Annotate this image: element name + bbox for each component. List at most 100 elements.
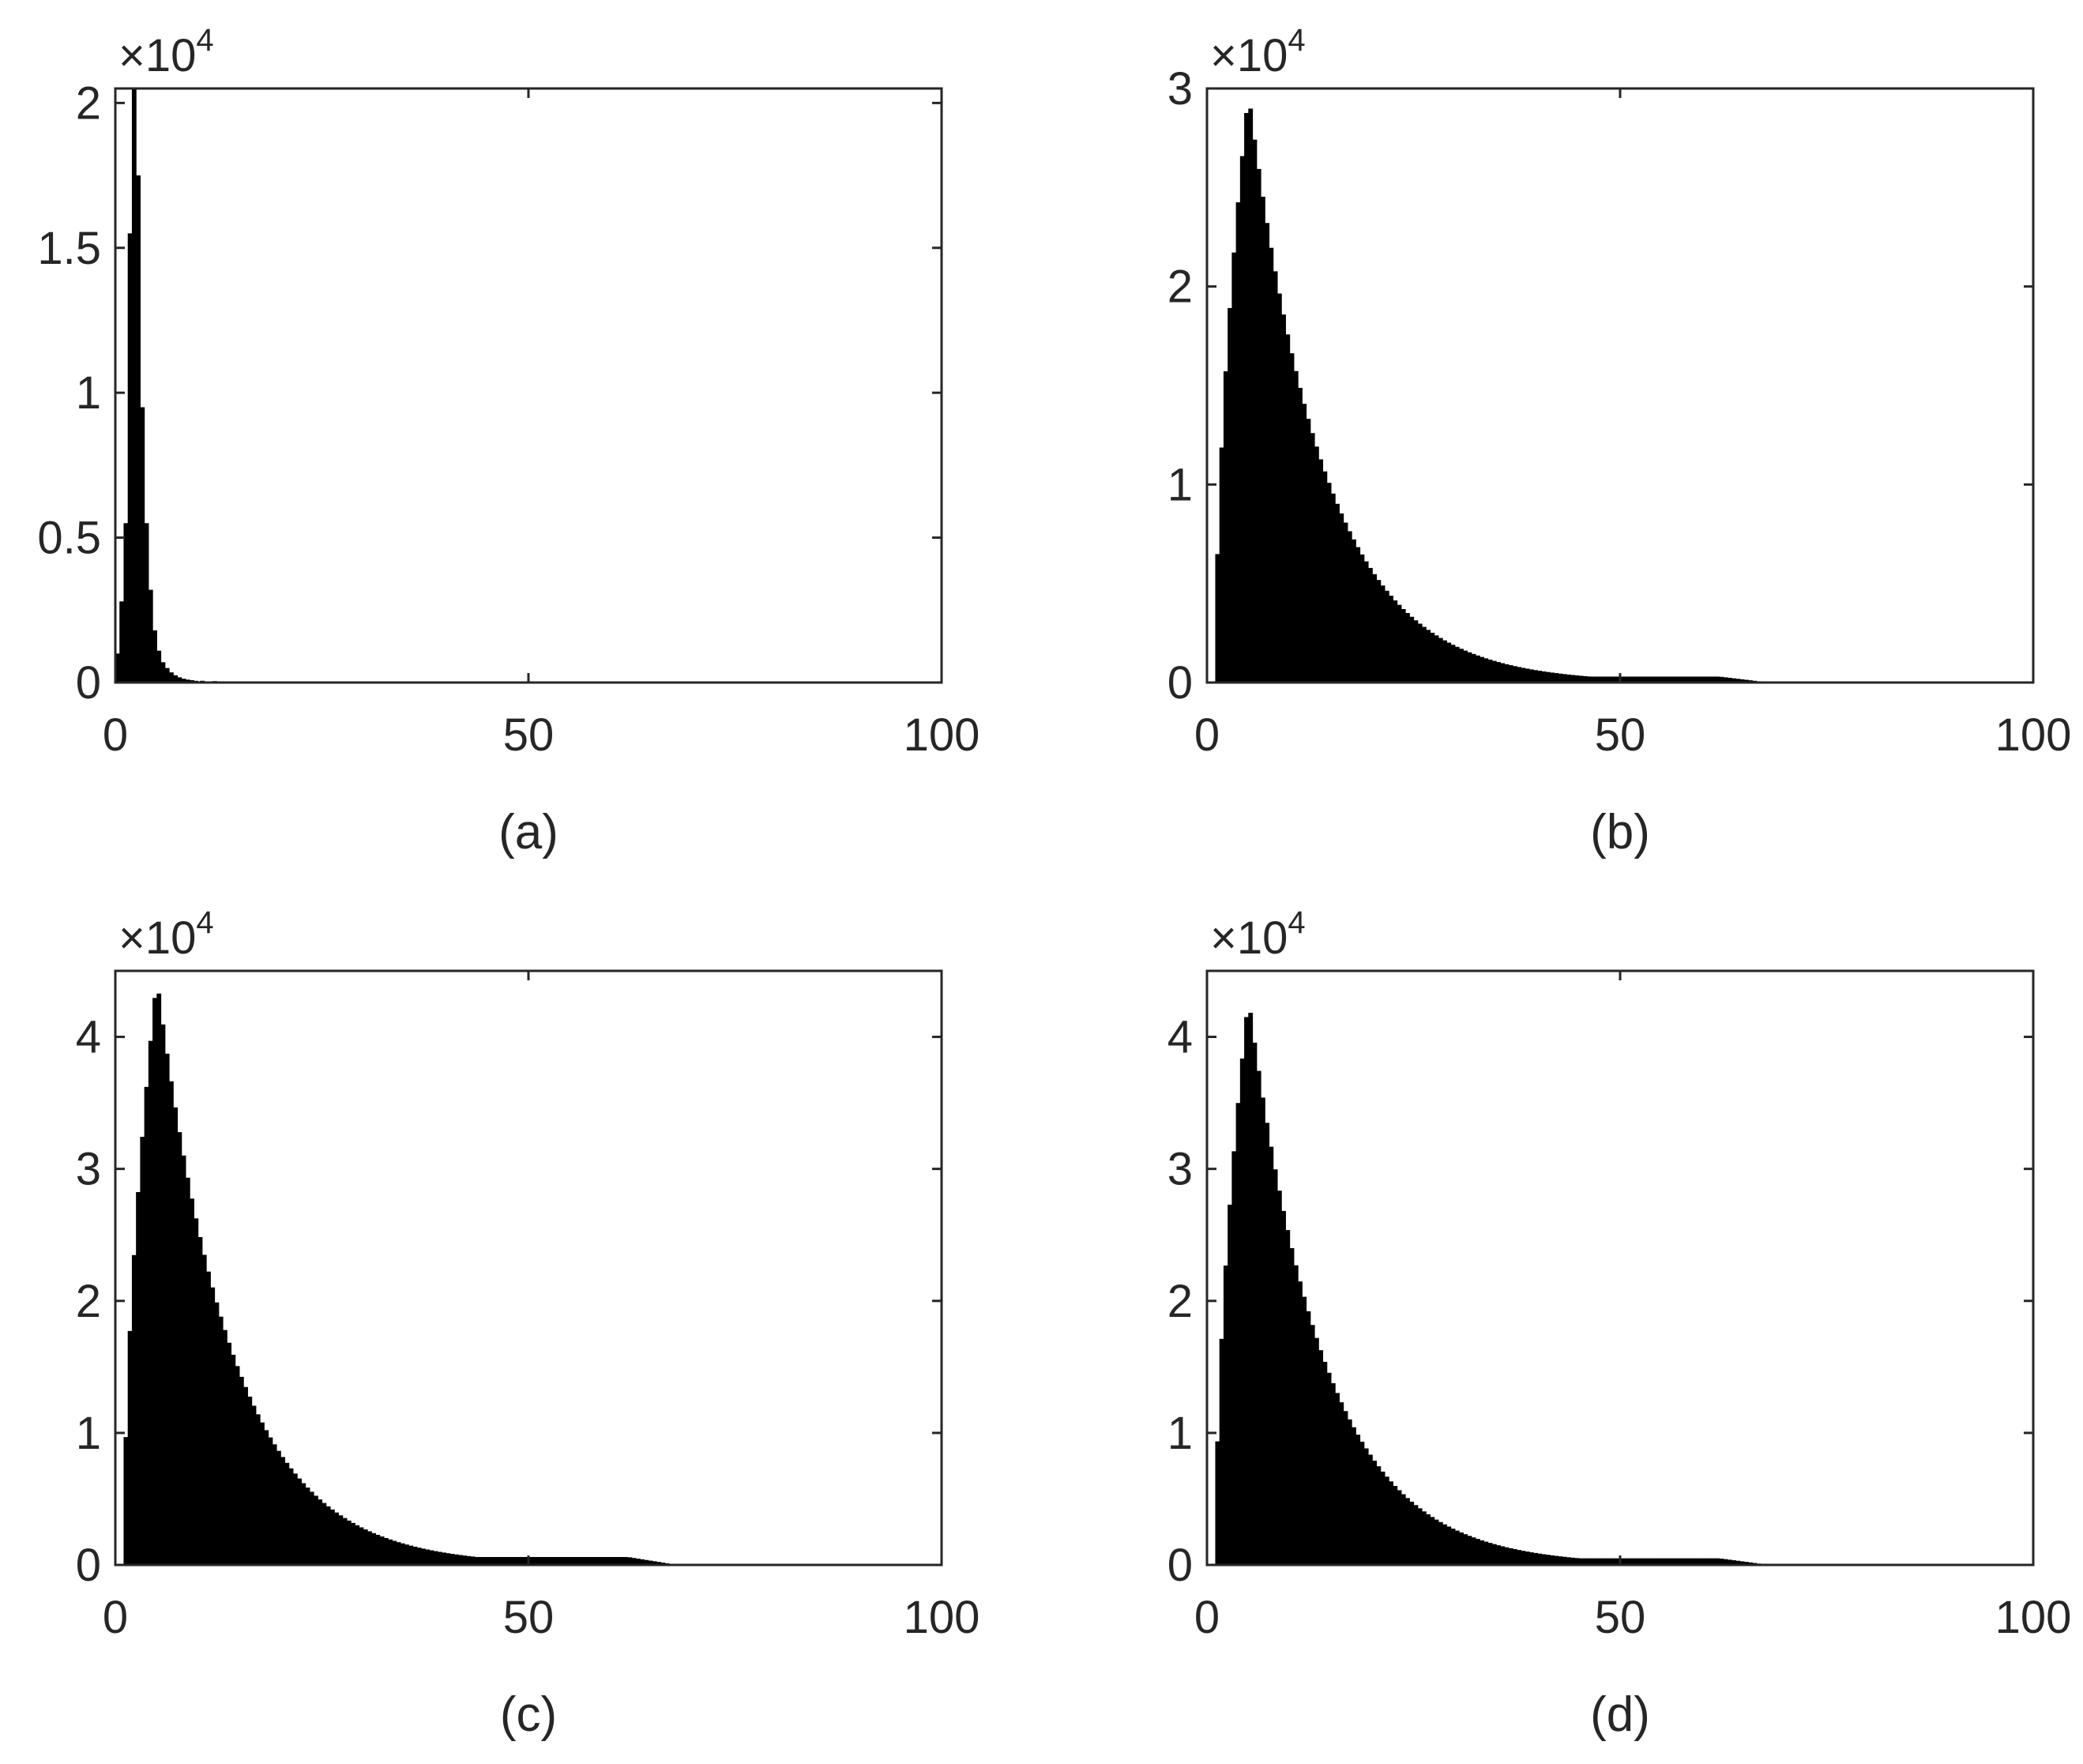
histogram-bar — [1521, 1551, 1526, 1565]
histogram-bar — [1661, 1558, 1667, 1565]
x-tick-label: 0 — [1194, 1592, 1220, 1643]
histogram-bar — [1649, 676, 1654, 683]
histogram-bar — [1306, 1311, 1311, 1565]
y-tick-label: 0 — [76, 1540, 101, 1591]
histogram-bar — [524, 1556, 529, 1565]
histogram-bar — [1715, 676, 1720, 683]
histogram-bar — [566, 1556, 570, 1565]
x-tick-label: 100 — [1995, 709, 2072, 761]
histogram-bar — [185, 679, 190, 683]
histogram-bar — [503, 1556, 509, 1565]
histogram-bar — [581, 1556, 587, 1565]
histogram-bar — [1657, 1558, 1662, 1565]
histogram-bar — [1310, 1325, 1315, 1565]
histogram-bar — [1273, 1169, 1278, 1565]
histogram-bar — [1574, 675, 1580, 683]
histogram-bar — [1652, 676, 1658, 683]
histogram-bar — [540, 1556, 546, 1565]
x-tick-label: 50 — [1595, 709, 1646, 761]
histogram-bar — [1244, 113, 1249, 683]
histogram-bar — [1723, 1559, 1728, 1565]
histogram-bar — [1665, 1558, 1671, 1565]
histogram-bar — [1525, 668, 1530, 683]
histogram-bar — [1401, 608, 1406, 683]
histogram-bar — [1735, 1560, 1741, 1565]
y-multiplier-label: ×104 — [118, 905, 214, 964]
x-tick-label: 100 — [904, 709, 980, 761]
histogram-bar — [1335, 1393, 1340, 1565]
histogram-bar — [1496, 1545, 1501, 1565]
histogram-bar — [1239, 156, 1245, 683]
histogram-bar — [453, 1554, 459, 1565]
histogram-bar — [1363, 1448, 1369, 1565]
histogram-bar — [1661, 676, 1667, 683]
histogram-bar — [160, 662, 166, 683]
histogram-bar — [412, 1546, 418, 1565]
x-tick-label: 0 — [1194, 709, 1220, 761]
histogram-bar — [1521, 668, 1526, 683]
histogram-bar — [652, 1561, 657, 1565]
histogram-bar — [1326, 483, 1332, 683]
histogram-bar — [1632, 1558, 1637, 1565]
histogram-bar — [1517, 667, 1522, 683]
y-tick-label: 3 — [1167, 63, 1193, 115]
histogram-bar — [1690, 676, 1695, 683]
histogram-bar — [1413, 620, 1419, 683]
histogram-bar — [1463, 1534, 1468, 1565]
histogram-bar — [168, 672, 174, 683]
histogram-bar — [334, 1512, 340, 1565]
histogram-bar — [404, 1544, 409, 1565]
histogram-bar — [197, 1237, 203, 1565]
bar-series — [115, 88, 862, 683]
panel-caption: (c) — [500, 1687, 557, 1742]
histogram-bar — [437, 1551, 442, 1565]
y-tick-label: 0 — [1167, 657, 1193, 709]
histogram-bar — [119, 601, 125, 683]
histogram-bar — [1694, 1558, 1699, 1565]
histogram-bar — [598, 1556, 603, 1565]
histogram-bar — [321, 1503, 327, 1565]
histogram-bar — [1265, 1123, 1270, 1565]
histogram-bar — [1570, 675, 1576, 683]
histogram-bar — [1302, 1296, 1307, 1565]
histogram-bar — [1558, 1556, 1563, 1565]
histogram-bar — [383, 1537, 389, 1565]
histogram-bar — [309, 1491, 314, 1565]
histogram-bar — [1748, 1562, 1753, 1565]
histogram-bar — [284, 1462, 290, 1565]
histogram-bar — [470, 1556, 476, 1565]
histogram-bar — [1706, 676, 1712, 683]
histogram-bar — [1604, 676, 1608, 683]
histogram-bar — [1413, 1505, 1419, 1565]
y-tick-label: 3 — [76, 1144, 101, 1195]
histogram-bar — [1533, 1552, 1538, 1565]
histogram-bar — [1281, 1210, 1286, 1565]
histogram-bar — [603, 1556, 607, 1565]
histogram-bar — [577, 1556, 583, 1565]
histogram-bar — [408, 1545, 414, 1565]
histogram-bar — [1384, 590, 1389, 683]
histogram-bar — [305, 1488, 310, 1565]
histogram-bar — [619, 1556, 624, 1565]
histogram-bar — [396, 1542, 401, 1565]
histogram-bar — [173, 675, 179, 683]
histogram-bar — [1314, 446, 1319, 683]
histogram-bar — [1355, 1435, 1361, 1565]
histogram-bar — [297, 1478, 302, 1565]
histogram-bar — [1591, 676, 1596, 683]
histogram-bar — [1673, 1558, 1679, 1565]
histogram-bar — [1256, 168, 1261, 683]
histogram-bar — [1545, 1555, 1551, 1565]
histogram-bar — [1550, 1555, 1555, 1565]
histogram-bar — [1645, 1558, 1650, 1565]
bar-series — [1215, 108, 2034, 683]
histogram-bar — [1318, 1350, 1324, 1565]
histogram-bar — [1587, 1558, 1592, 1565]
histogram-bar — [1306, 419, 1311, 683]
histogram-bar — [1471, 653, 1476, 683]
histogram-bar — [1269, 247, 1274, 683]
histogram-bar — [148, 589, 153, 683]
histogram-bar — [1611, 1558, 1617, 1565]
y-tick-label: 1.5 — [37, 223, 101, 274]
histogram-bar — [475, 1556, 479, 1565]
